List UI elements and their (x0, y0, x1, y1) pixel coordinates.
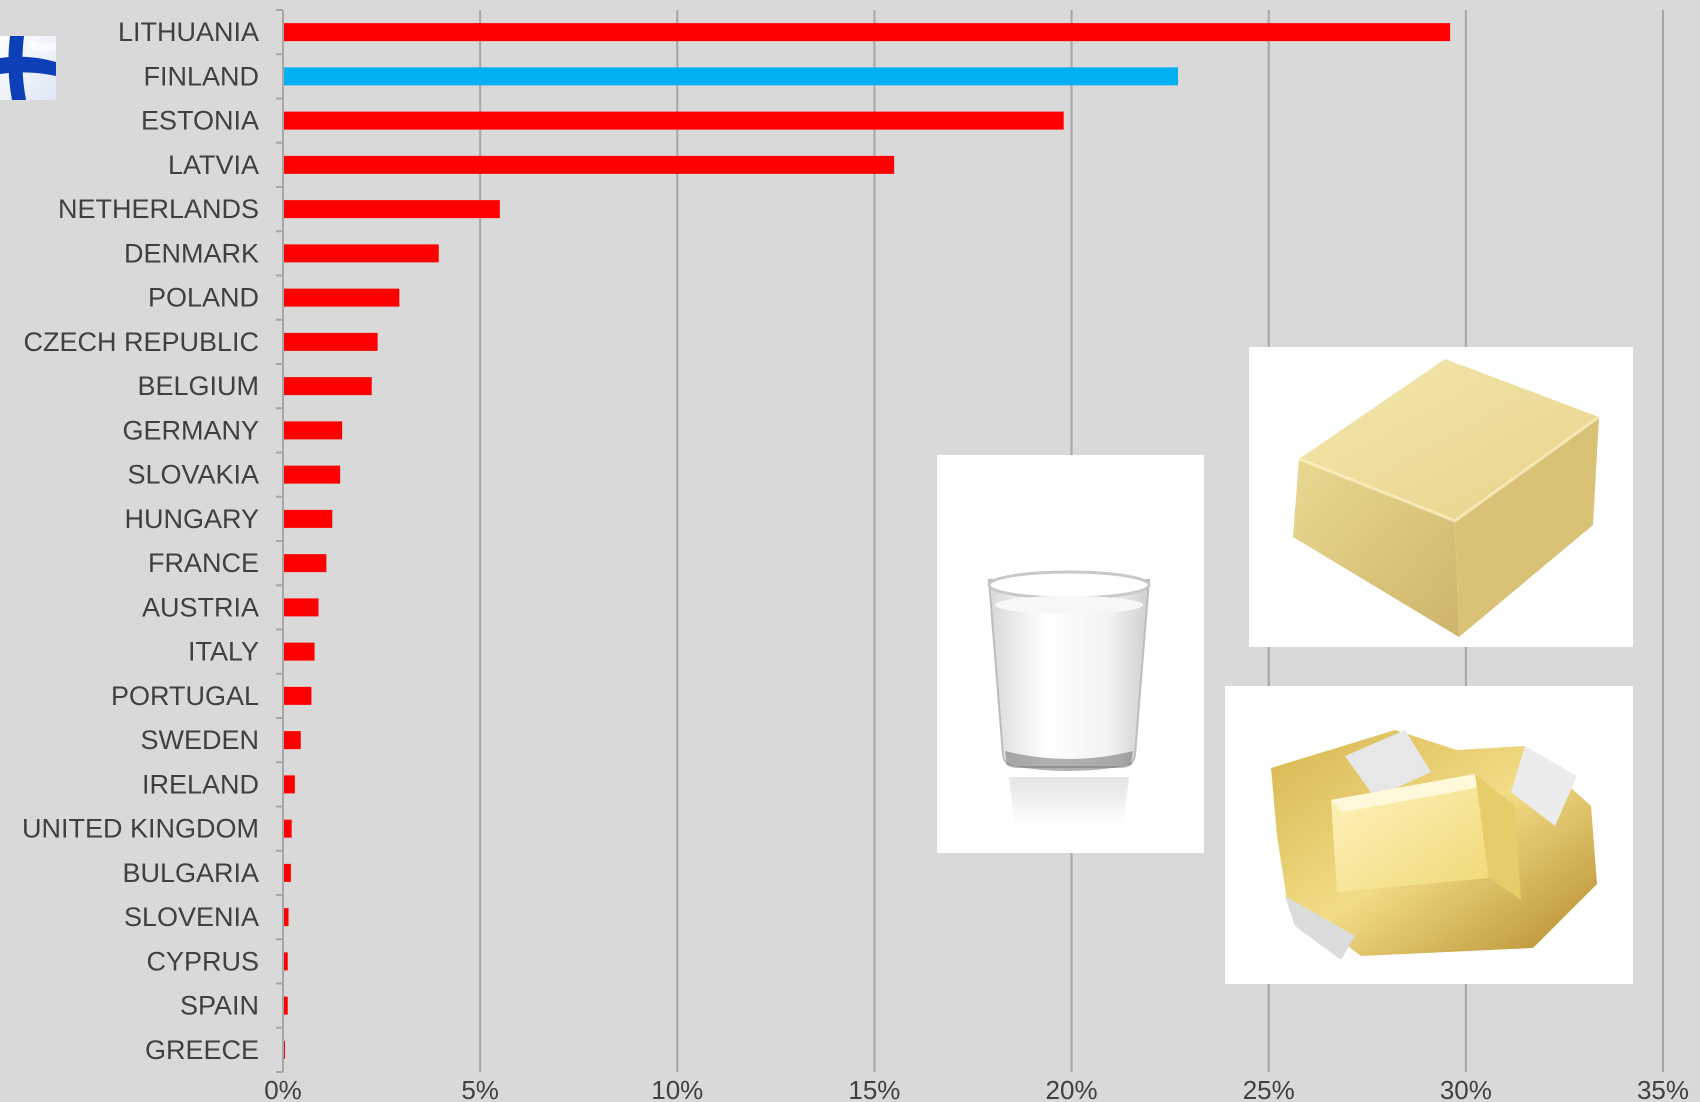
x-tick-label: 20% (1046, 1075, 1098, 1102)
finland-flag-icon (0, 36, 56, 100)
category-axis (276, 9, 284, 1073)
bar-ireland (283, 775, 295, 794)
bar-slovakia (283, 465, 341, 484)
category-label: AUSTRIA (142, 592, 259, 622)
bar-czech-republic (283, 332, 378, 351)
category-labels: LITHUANIA FINLAND ESTONIA LATVIA NETHERLANDS… (22, 17, 259, 1065)
category-label: FINLAND (143, 61, 259, 91)
category-label: HUNGARY (124, 504, 259, 534)
category-label: DENMARK (124, 238, 259, 268)
bar-lithuania (283, 23, 1451, 42)
category-label: BULGARIA (122, 858, 259, 888)
x-tick-label: 5% (461, 1075, 499, 1102)
bar-finland (283, 67, 1179, 86)
bar-poland (283, 288, 400, 307)
category-label: GREECE (145, 1035, 259, 1065)
cheese-block-icon (1293, 359, 1600, 637)
category-label: POLAND (148, 283, 259, 313)
cheese-photo (1249, 347, 1633, 647)
category-label: CYPRUS (146, 946, 259, 976)
bar-italy (283, 642, 315, 661)
bar-germany (283, 421, 343, 440)
bar-united-kingdom (283, 819, 292, 838)
bar-slovenia (283, 908, 289, 927)
bar-hungary (283, 509, 333, 528)
category-label: FRANCE (148, 548, 259, 578)
bar-latvia (283, 155, 895, 174)
bar-cyprus (283, 952, 288, 971)
butter-foil-icon (1271, 730, 1597, 960)
x-tick-label: 15% (848, 1075, 900, 1102)
category-label: LITHUANIA (118, 17, 259, 47)
category-label: BELGIUM (137, 371, 259, 401)
category-label: SPAIN (180, 991, 259, 1021)
category-label: ESTONIA (141, 106, 259, 136)
x-tick-label: 10% (651, 1075, 703, 1102)
bar-netherlands (283, 200, 500, 219)
category-label: CZECH REPUBLIC (23, 327, 259, 357)
category-label: ITALY (188, 637, 259, 667)
category-label: LATVIA (168, 150, 259, 180)
bars (283, 23, 1451, 1059)
category-label: NETHERLANDS (58, 194, 259, 224)
bar-denmark (283, 244, 439, 263)
butter-photo (1225, 686, 1633, 984)
bar-bulgaria (283, 863, 291, 882)
value-axis-tick-labels: 0% 5% 10% 15% 20% 25% 30% 35% (264, 1075, 1689, 1102)
bar-spain (283, 996, 288, 1015)
x-tick-label: 30% (1440, 1075, 1492, 1102)
bar-france (283, 554, 327, 573)
bar-austria (283, 598, 319, 617)
category-label: IRELAND (142, 769, 259, 799)
bar-belgium (283, 377, 372, 396)
category-label: SLOVENIA (124, 902, 259, 932)
category-label: UNITED KINGDOM (22, 814, 259, 844)
milk-glass-icon (987, 570, 1151, 827)
bar-sweden (283, 731, 301, 750)
bar-estonia (283, 111, 1064, 130)
category-label: PORTUGAL (111, 681, 259, 711)
bar-portugal (283, 686, 312, 705)
category-label: SWEDEN (140, 725, 259, 755)
x-tick-label: 35% (1637, 1075, 1689, 1102)
x-tick-label: 0% (264, 1075, 302, 1102)
category-label: SLOVAKIA (127, 460, 259, 490)
milk-glass-photo (937, 455, 1204, 853)
category-label: GERMANY (122, 415, 259, 445)
x-tick-label: 25% (1243, 1075, 1295, 1102)
